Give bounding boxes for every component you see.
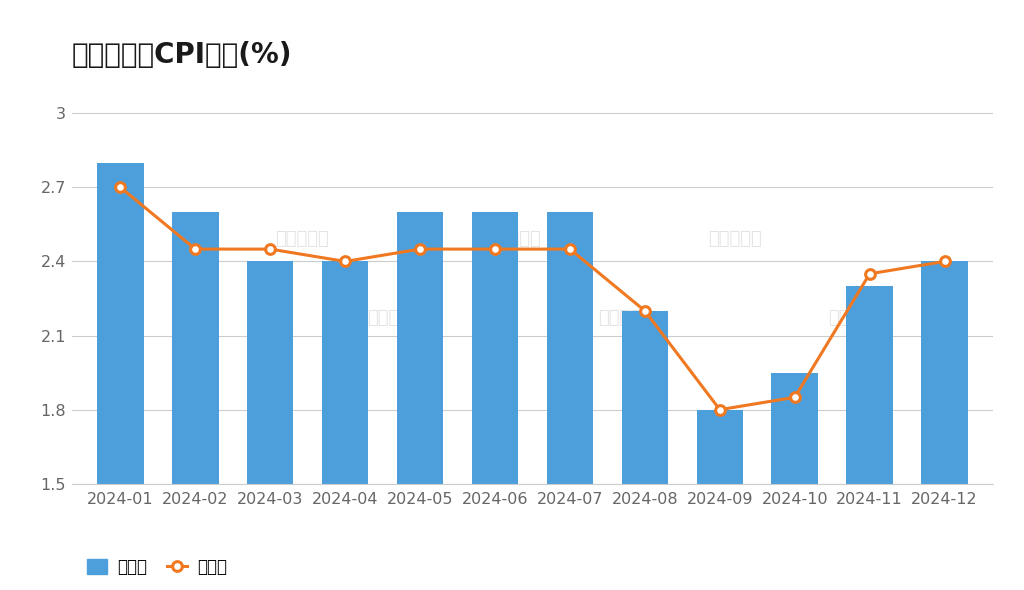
Bar — [696, 409, 743, 484]
Bar — [547, 212, 593, 484]
Text: 欧元区调和CPI同比(%): 欧元区调和CPI同比(%) — [72, 41, 292, 69]
Text: 华尔街见闻: 华尔街见闻 — [828, 309, 882, 327]
Bar — [247, 261, 294, 484]
Bar — [172, 212, 218, 484]
Text: 华尔街见闻: 华尔街见闻 — [275, 230, 329, 248]
Text: 华尔街见闻: 华尔街见闻 — [368, 309, 421, 327]
Bar — [472, 212, 518, 484]
Bar — [771, 373, 818, 484]
Bar — [397, 212, 443, 484]
Text: 华尔街见闻: 华尔街见闻 — [709, 230, 762, 248]
Bar — [322, 261, 369, 484]
Bar — [622, 311, 668, 484]
Text: 华尔街见闻: 华尔街见闻 — [487, 230, 541, 248]
Bar — [922, 261, 968, 484]
Bar — [97, 163, 143, 484]
Text: 华尔街见闻: 华尔街见闻 — [598, 309, 651, 327]
Legend: 实际值, 预测值: 实际值, 预测值 — [80, 552, 233, 583]
Bar — [847, 286, 893, 484]
